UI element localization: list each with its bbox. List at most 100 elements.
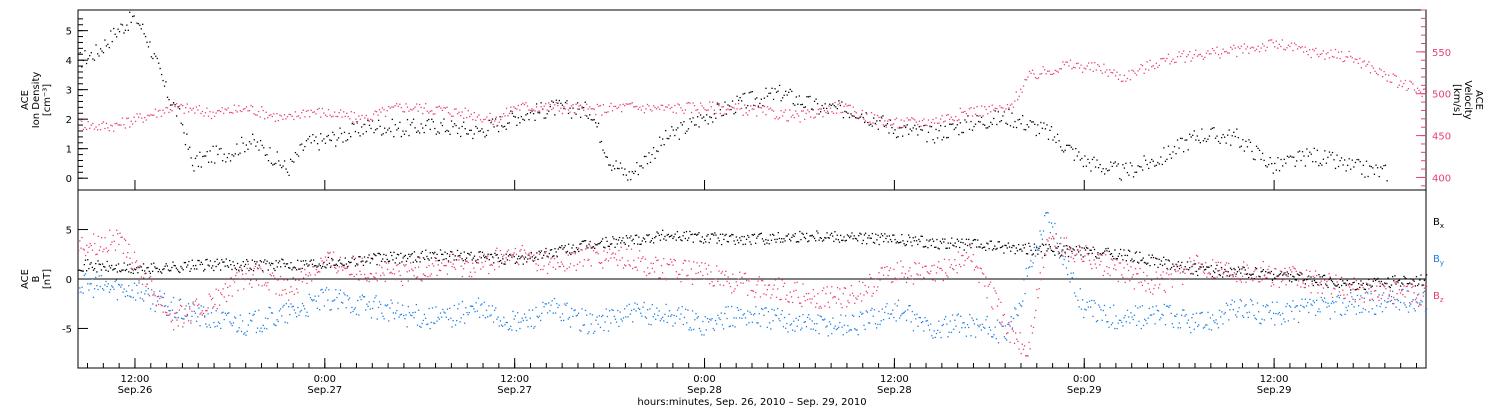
by-point bbox=[719, 318, 721, 321]
density-point bbox=[603, 152, 606, 154]
bz-point bbox=[834, 296, 836, 298]
bx-point bbox=[96, 271, 98, 273]
density-point bbox=[552, 101, 554, 103]
bx-point bbox=[314, 265, 316, 267]
by-point bbox=[718, 317, 720, 319]
by-point bbox=[1213, 320, 1215, 322]
by-point bbox=[879, 323, 881, 326]
bx-point bbox=[1320, 283, 1322, 286]
bx-point bbox=[1091, 252, 1093, 255]
bx-point bbox=[723, 238, 725, 241]
density-point bbox=[1380, 166, 1382, 168]
bx-point bbox=[600, 240, 603, 242]
density-point bbox=[1228, 129, 1230, 131]
by-point bbox=[538, 315, 541, 317]
bz-point bbox=[812, 288, 814, 291]
density-point bbox=[282, 165, 284, 167]
velocity-point bbox=[546, 109, 548, 111]
density-point bbox=[587, 117, 589, 119]
bz-point bbox=[820, 307, 823, 309]
bx-point bbox=[397, 254, 400, 256]
density-point bbox=[687, 128, 690, 130]
density-point bbox=[753, 104, 755, 107]
density-point bbox=[1064, 149, 1066, 151]
bx-point bbox=[213, 269, 215, 272]
density-point bbox=[258, 149, 260, 151]
velocity-point bbox=[172, 103, 175, 105]
velocity-point bbox=[1193, 53, 1195, 56]
by-point bbox=[1386, 301, 1388, 304]
bz-point bbox=[129, 257, 131, 259]
bz-point bbox=[374, 276, 376, 279]
bx-point bbox=[740, 239, 742, 242]
bx-point bbox=[1037, 253, 1039, 255]
bz-point bbox=[149, 275, 152, 278]
density-point bbox=[391, 118, 393, 120]
bx-point bbox=[951, 237, 953, 239]
bx-point bbox=[1106, 250, 1108, 252]
bx-point bbox=[1408, 282, 1411, 284]
velocity-point bbox=[1219, 57, 1221, 59]
velocity-point bbox=[1268, 40, 1270, 42]
by-point bbox=[1012, 317, 1015, 320]
bz-point bbox=[684, 260, 687, 262]
density-point bbox=[501, 125, 503, 127]
density-point bbox=[121, 24, 124, 26]
bx-point bbox=[1024, 243, 1027, 246]
bz-point bbox=[754, 296, 756, 298]
bx-point bbox=[1338, 286, 1341, 289]
bx-point bbox=[820, 237, 823, 240]
bz-point bbox=[643, 271, 645, 273]
density-point bbox=[269, 147, 271, 149]
bx-point bbox=[1262, 269, 1265, 271]
velocity-point bbox=[1175, 61, 1177, 63]
velocity-point bbox=[364, 117, 366, 119]
by-point bbox=[858, 315, 861, 318]
density-point bbox=[256, 141, 259, 143]
by-point bbox=[315, 300, 317, 302]
velocity-point bbox=[1062, 61, 1064, 63]
bx-point bbox=[131, 268, 133, 270]
bz-point bbox=[412, 269, 414, 272]
density-point bbox=[777, 90, 779, 92]
bz-point bbox=[201, 310, 203, 312]
velocity-point bbox=[1337, 51, 1340, 53]
density-point bbox=[199, 151, 201, 153]
by-point bbox=[516, 312, 519, 314]
bz-point bbox=[88, 246, 90, 248]
density-point bbox=[248, 141, 251, 143]
bx-point bbox=[1378, 280, 1380, 283]
velocity-point bbox=[1132, 70, 1135, 72]
bz-point bbox=[208, 293, 210, 295]
density-point bbox=[675, 129, 677, 131]
by-point bbox=[474, 311, 476, 313]
by-point bbox=[1288, 305, 1291, 307]
bx-point bbox=[575, 247, 578, 249]
velocity-point bbox=[1173, 61, 1176, 64]
velocity-point bbox=[531, 108, 533, 110]
bx-point bbox=[1237, 266, 1240, 268]
bx-point bbox=[965, 238, 968, 240]
bz-point bbox=[377, 278, 380, 280]
bx-point bbox=[179, 271, 181, 274]
bx-point bbox=[1379, 285, 1381, 287]
velocity-point bbox=[599, 104, 602, 107]
bx-point bbox=[302, 260, 305, 262]
velocity-point bbox=[1357, 62, 1359, 65]
bz-point bbox=[87, 251, 89, 254]
density-point bbox=[1146, 163, 1148, 166]
bx-point bbox=[999, 246, 1002, 249]
velocity-point bbox=[979, 114, 981, 117]
by-point bbox=[194, 312, 197, 314]
bx-point bbox=[433, 253, 435, 255]
by-point bbox=[1116, 327, 1118, 330]
velocity-point bbox=[504, 115, 506, 117]
velocity-point bbox=[1146, 61, 1148, 63]
bz-point bbox=[268, 289, 270, 291]
by-point bbox=[696, 317, 698, 319]
by-point bbox=[502, 325, 504, 327]
velocity-point bbox=[950, 116, 952, 118]
by-point bbox=[177, 316, 179, 319]
density-point bbox=[286, 171, 289, 173]
bx-point bbox=[744, 243, 747, 245]
